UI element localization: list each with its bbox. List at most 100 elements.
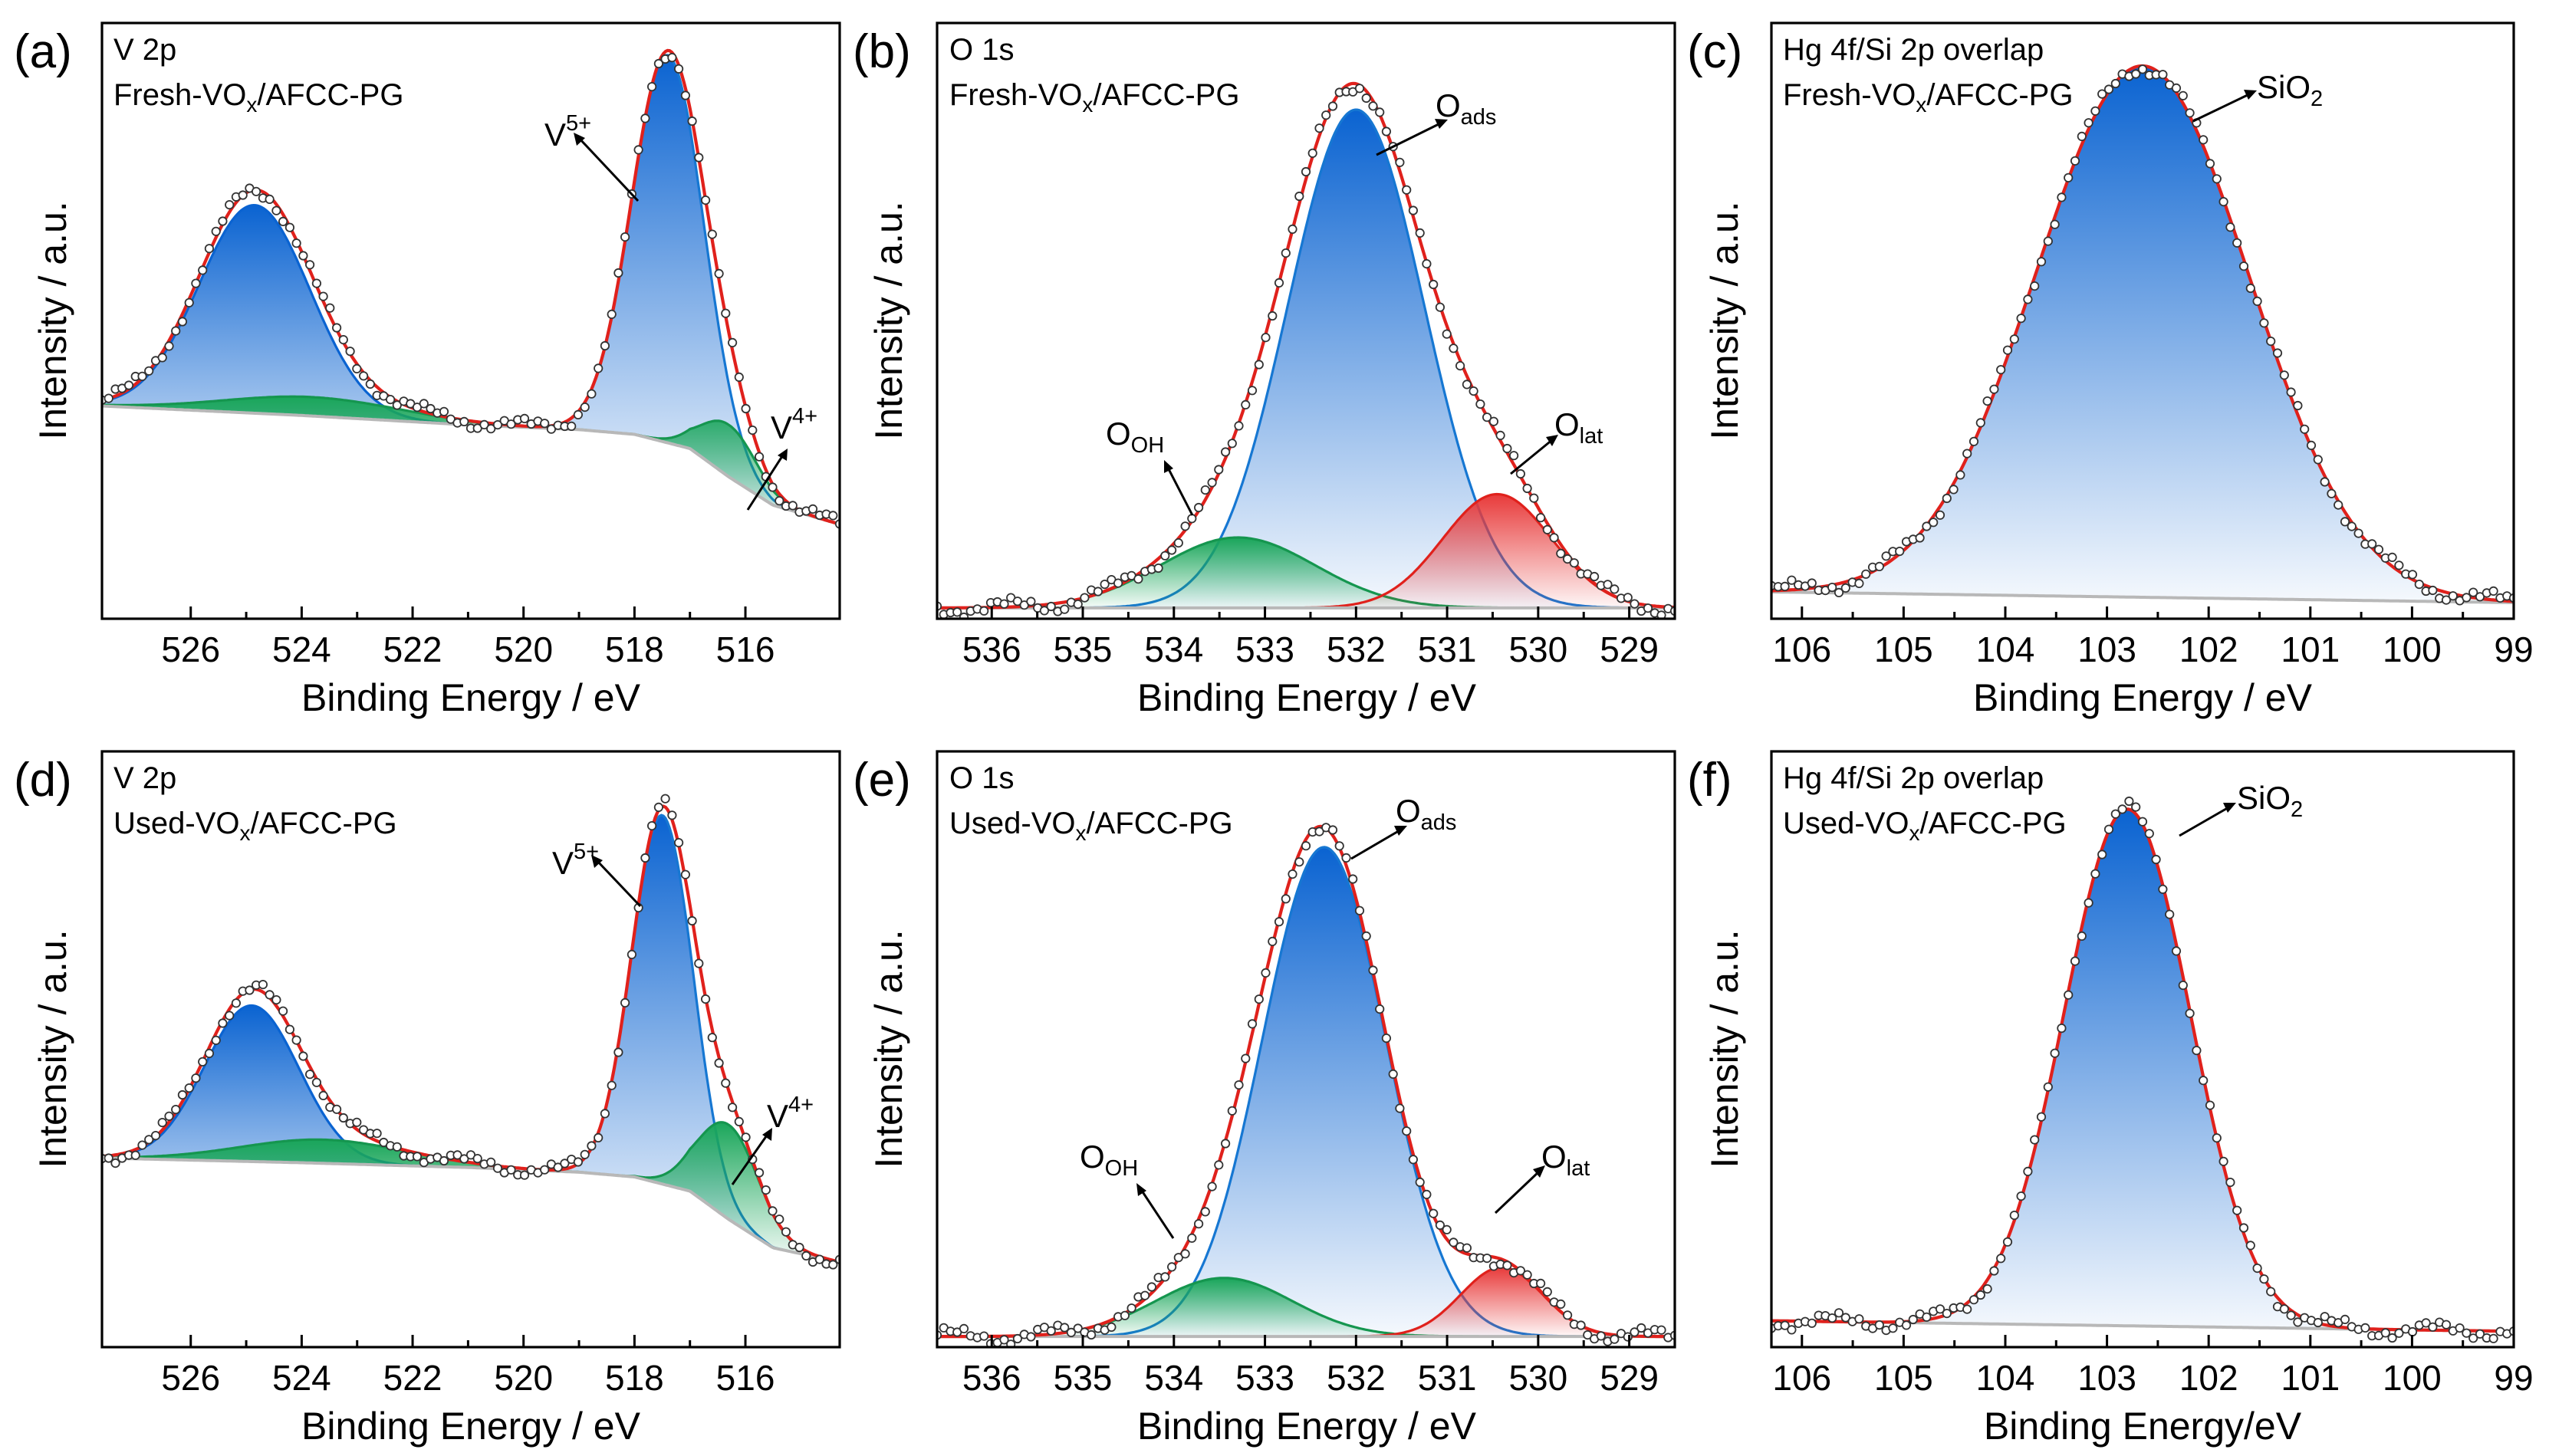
panel-c-data-point <box>2171 83 2182 94</box>
panel-d-peak-1-area <box>102 815 840 1262</box>
panel-a-plot <box>102 48 840 529</box>
panel-d-data-point <box>687 915 697 926</box>
panel-c-data-point <box>2002 345 2013 355</box>
panel-f-data-point <box>1942 1308 1952 1319</box>
panel-b-xtick-label: 536 <box>962 629 1021 669</box>
panel-e-ann-2-sub: lat <box>1567 1156 1590 1181</box>
panel-d-ann-1: V4+ <box>731 1093 814 1185</box>
panel-e-data-point <box>999 1335 1009 1345</box>
panel-f-data-point <box>2360 1323 2370 1333</box>
panel-b-data-point <box>1402 185 1412 195</box>
panel-b-data-point <box>1442 329 1452 339</box>
panel-e-data-point <box>1435 1220 1446 1231</box>
panel-b-data-point <box>1227 439 1237 449</box>
panel-e-data-point <box>1515 1266 1526 1276</box>
panel-e-ann-2: Olat <box>1494 1139 1590 1214</box>
panel-b-data-point <box>1535 513 1546 523</box>
panel-c-data-point <box>2462 593 2472 603</box>
panel-a-peak-1-area <box>102 54 840 524</box>
panel-a-data-point <box>607 309 617 319</box>
panel-f-data-point <box>2225 1177 2235 1188</box>
panel-f-data-point <box>1888 1323 1898 1333</box>
panel-d-background-line <box>102 1156 840 1264</box>
panel-f-ann-0: SiO2 <box>2179 780 2303 837</box>
panel-f-ann-0-pointer <box>2179 805 2231 837</box>
panel-e-data-point <box>1281 894 1291 904</box>
panel-d-data-point <box>653 802 664 813</box>
panel-e-xlabel: Binding Energy / eV <box>1137 1405 1477 1448</box>
panel-b-data-point <box>1508 451 1519 461</box>
panel-f-ann-0-sub: 2 <box>2291 797 2303 822</box>
panel-f-data-point <box>2165 909 2175 919</box>
panel-a-data-point <box>768 482 778 492</box>
panel-a-data-point <box>177 317 187 327</box>
panel-f-data-point <box>2070 956 2080 966</box>
panel-e-ann-0-pointer <box>1350 828 1402 860</box>
panel-e-data-point <box>1046 1326 1056 1336</box>
panel-e-data-point <box>1442 1224 1452 1234</box>
panel-f-data-point <box>1922 1312 1932 1322</box>
panel-f-data-point <box>2428 1322 2438 1332</box>
panel-c-data-point <box>2327 488 2337 498</box>
panel-a-data-point <box>613 268 623 278</box>
panel-c-data-point <box>2259 318 2269 328</box>
panel-d-data-point <box>104 1153 113 1163</box>
panel-f-data-point <box>2387 1333 2397 1343</box>
panel-d-data-point <box>472 1153 482 1164</box>
panel-b-data-point <box>1113 578 1123 588</box>
panel-e-xtick-label: 536 <box>962 1358 1021 1398</box>
panel-f-data-point <box>2043 1082 2053 1092</box>
panel-c-ylabel: Intensity / a.u. <box>1703 201 1746 439</box>
panel-b-data-point <box>999 599 1009 609</box>
panel-d-data-point <box>184 1083 194 1093</box>
panel-b-peak-0-area <box>937 110 1675 608</box>
panel-a-data-point <box>392 400 402 410</box>
panel-b-data-point <box>979 606 989 616</box>
panel-d-data-point <box>298 1051 308 1061</box>
panel-a-data-point <box>304 260 315 270</box>
panel-e-data-point <box>1006 1339 1016 1347</box>
panel-b-data-point <box>1643 603 1653 613</box>
panel-a-data-point <box>365 379 375 389</box>
panel-b-ann-1-base: O <box>1106 416 1131 452</box>
panel-d-ann-0-pointer <box>595 859 642 908</box>
panel-a-data-point <box>754 452 765 462</box>
panel-e-data-point <box>1214 1160 1224 1170</box>
panel-a-data-point <box>251 186 261 196</box>
panel-c-data-point <box>2064 173 2074 182</box>
panel-d-data-point <box>781 1227 791 1237</box>
panel-d-data-point <box>271 994 281 1005</box>
panel-f-data-point <box>2421 1318 2431 1328</box>
panel-b-data-point <box>1207 478 1217 488</box>
panel-a-data-point <box>640 113 650 123</box>
panel-e-data-point <box>1247 1019 1258 1029</box>
panel-b-data-point <box>1529 493 1539 503</box>
panel-f-data-point <box>2279 1304 2289 1314</box>
panel-f-data-point <box>2212 1133 2222 1143</box>
panel-b-data-point <box>1415 228 1425 238</box>
panel-b-data-point <box>1173 537 1183 548</box>
panel-a-data-point <box>218 216 228 226</box>
panel-a-xtick-label: 516 <box>716 629 775 669</box>
panel-f-data-point <box>1780 1320 1790 1330</box>
panel-e-data-point <box>1120 1310 1130 1320</box>
panel-d-data-point <box>191 1073 201 1083</box>
panel-b-data-point <box>1193 502 1204 513</box>
panel-c-data-point <box>2238 261 2249 271</box>
panel-c-data-point <box>2030 281 2040 291</box>
panel-b-data-point <box>1200 485 1210 495</box>
panel-c-data-point <box>1895 546 1905 557</box>
panel-e-data-point <box>1656 1325 1666 1335</box>
panel-c-data-point <box>1922 521 1932 531</box>
panel-b-data-point <box>1327 101 1338 111</box>
panel-b-data-point <box>1656 610 1666 619</box>
panel-a-data-point <box>184 297 194 307</box>
panel-a-data-point <box>667 53 677 63</box>
panel-c-data-point <box>1949 485 1959 495</box>
panel-d-data-point <box>627 949 637 959</box>
panel-f-data-point <box>2124 796 2134 807</box>
panel-f-data-point <box>2151 854 2161 865</box>
panel-d-data-point <box>560 1159 570 1168</box>
panel-e-data-point <box>1288 869 1298 879</box>
panel-e-ann-0: Oads <box>1350 793 1456 860</box>
